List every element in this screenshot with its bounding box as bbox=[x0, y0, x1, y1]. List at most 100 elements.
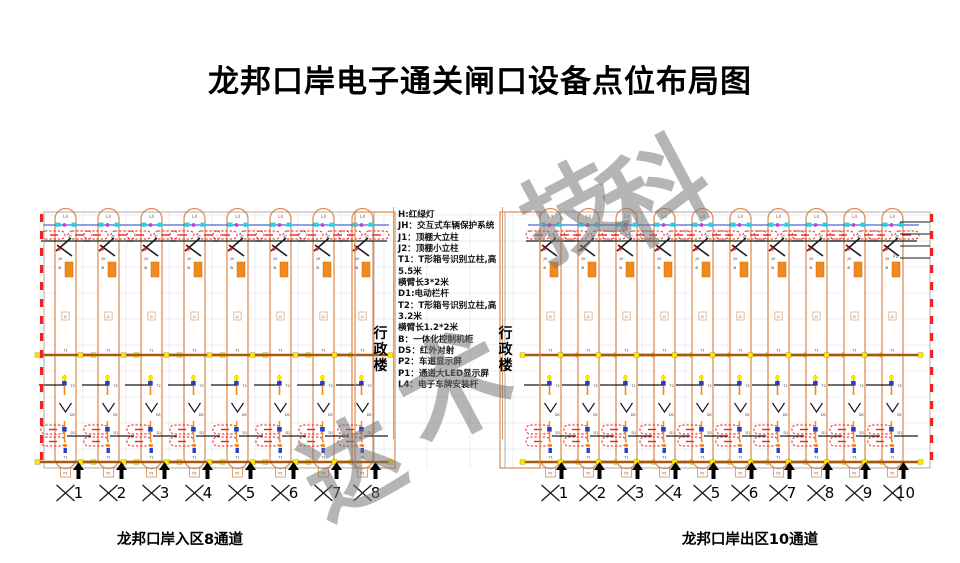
end-sensor bbox=[192, 448, 196, 453]
infrared-marker bbox=[810, 402, 823, 414]
lane-label-L4: L4 bbox=[624, 214, 629, 219]
label-J1: J1 bbox=[890, 315, 894, 319]
infrared-marker bbox=[696, 402, 709, 414]
label-H: H bbox=[668, 234, 671, 238]
T2-marker bbox=[889, 376, 894, 380]
T1-end-marker bbox=[633, 352, 640, 358]
label-DS: DS bbox=[859, 413, 864, 417]
end-marker bbox=[278, 444, 282, 448]
control-cabinet bbox=[193, 261, 203, 278]
label-J1: J1 bbox=[738, 315, 742, 319]
section-caption-exit: 龙邦口岸出区10通道 bbox=[681, 532, 819, 548]
T2-marker bbox=[623, 376, 628, 380]
T1-end-marker bbox=[120, 459, 127, 465]
detector-loop bbox=[525, 230, 551, 240]
canopy-column bbox=[190, 311, 199, 321]
canopy-column bbox=[622, 311, 631, 321]
protector-node bbox=[770, 247, 774, 251]
dimension-tick bbox=[40, 282, 44, 290]
control-cabinet bbox=[361, 261, 371, 278]
detector-loop bbox=[867, 436, 893, 447]
canopy-column bbox=[660, 311, 669, 321]
label-T2: T2 bbox=[821, 384, 826, 388]
barrier-sensor bbox=[191, 427, 196, 432]
lane-number: 1 bbox=[73, 484, 84, 502]
dimension-tick bbox=[930, 350, 934, 358]
label-T2: T2 bbox=[631, 384, 636, 388]
T2-sensor bbox=[320, 381, 325, 386]
detector-loop bbox=[894, 230, 920, 240]
infrared-marker bbox=[734, 402, 747, 414]
label-P2: P2 bbox=[548, 472, 552, 476]
legend-item: J2：顶棚小立柱 bbox=[398, 244, 459, 255]
barrier-sensor bbox=[359, 427, 364, 432]
direction-arrow bbox=[632, 462, 643, 479]
T2-sensor bbox=[889, 381, 894, 386]
label-T1: T1 bbox=[191, 349, 196, 353]
label-JH: JH bbox=[58, 257, 63, 261]
sensor-magenta bbox=[585, 223, 590, 227]
label-P2: P2 bbox=[890, 472, 894, 476]
canopy-column bbox=[584, 311, 593, 321]
detector-loop bbox=[337, 436, 363, 447]
legend-item: JH：交互式车辆保护系统 bbox=[398, 221, 495, 232]
legend-item: J1：顶棚大立柱 bbox=[398, 232, 459, 243]
end-sensor bbox=[776, 448, 780, 453]
lane-label-L4: L4 bbox=[738, 214, 743, 219]
sensor-magenta bbox=[547, 223, 552, 227]
T1-end-marker bbox=[249, 352, 256, 358]
dimension-tick bbox=[930, 231, 934, 239]
dimension-tick bbox=[40, 214, 44, 222]
T1-end-marker bbox=[206, 459, 213, 465]
sensor-magenta bbox=[359, 223, 364, 227]
canopy-column bbox=[888, 311, 897, 321]
label-JH: JH bbox=[847, 257, 852, 261]
label-T1: T1 bbox=[775, 349, 780, 353]
end-sensor bbox=[278, 448, 282, 453]
barrier-sensor bbox=[148, 427, 153, 432]
sensor-magenta bbox=[191, 223, 196, 227]
label-T1: T1 bbox=[234, 349, 239, 353]
sensor-cyan bbox=[594, 222, 600, 227]
control-cabinet bbox=[549, 261, 559, 278]
T2-sensor bbox=[191, 381, 196, 386]
T1-end-marker bbox=[163, 459, 170, 465]
label-B: B bbox=[771, 265, 774, 270]
dimension-tick bbox=[40, 231, 44, 239]
detector-loop bbox=[337, 230, 363, 240]
label-T2: T2 bbox=[745, 384, 750, 388]
protector-node bbox=[229, 247, 233, 251]
end-marker bbox=[106, 444, 110, 448]
label-DS: DS bbox=[669, 413, 674, 417]
label-H: H bbox=[69, 234, 72, 238]
lane-label-L4: L4 bbox=[586, 214, 591, 219]
end-sensor bbox=[738, 448, 742, 453]
sensor-cyan bbox=[784, 222, 790, 227]
label-P1: P1 bbox=[893, 254, 898, 259]
lane-number: 4 bbox=[202, 484, 213, 502]
end-sensor bbox=[700, 448, 704, 453]
lane-number: 1 bbox=[558, 484, 569, 502]
T1-end-marker bbox=[917, 352, 924, 358]
lane-label-L4: L4 bbox=[852, 214, 857, 219]
label-DS: DS bbox=[242, 413, 247, 417]
infrared-marker bbox=[886, 402, 899, 414]
building-label-char: 行 bbox=[373, 326, 388, 342]
detector-loop bbox=[255, 230, 281, 240]
barrier-sensor bbox=[105, 427, 110, 432]
sensor-cyan bbox=[540, 222, 546, 227]
detector-loop bbox=[829, 230, 855, 240]
label-B: B bbox=[316, 265, 319, 270]
infrared-marker bbox=[188, 402, 201, 414]
end-sensor bbox=[149, 448, 153, 453]
label-D1: D1 bbox=[746, 431, 751, 435]
T1-end-marker bbox=[249, 459, 256, 465]
label-T1: T1 bbox=[547, 349, 552, 353]
T1-end-marker bbox=[387, 459, 394, 465]
label-T1: T1 bbox=[148, 349, 153, 353]
canopy-column bbox=[61, 311, 70, 321]
sensor-cyan bbox=[141, 222, 147, 227]
T2-sensor bbox=[234, 381, 239, 386]
dimension-tick bbox=[40, 316, 44, 324]
